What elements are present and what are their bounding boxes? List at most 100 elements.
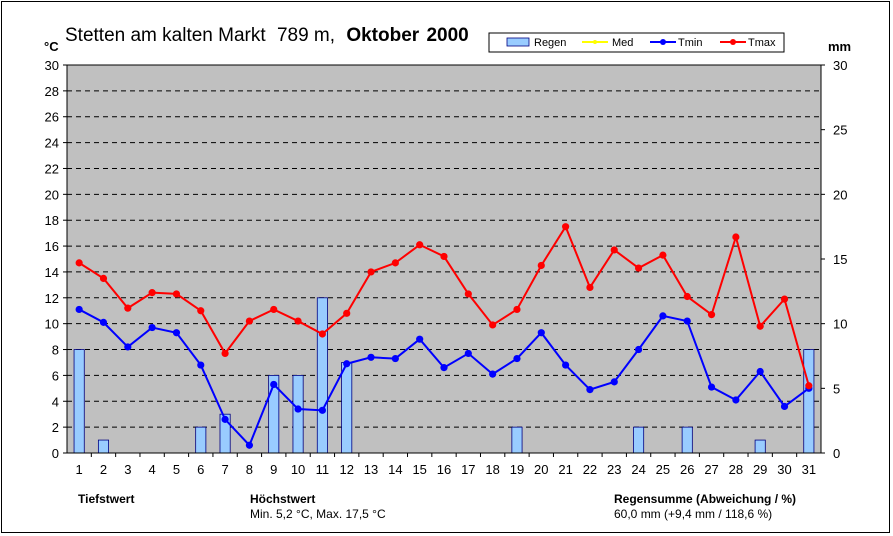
x-tick-label: 11 [316,462,330,477]
y-left-tick-label: 14 [45,265,59,280]
x-tick-label: 17 [461,462,475,477]
tmin-point [610,378,618,386]
tmax-point [245,317,254,325]
y-right-tick-label: 20 [833,187,847,202]
tmax-point [172,290,181,298]
x-tick-label: 19 [510,462,524,477]
y-left-tick-label: 24 [45,136,59,151]
rain-bar [633,426,645,454]
tmin-point [197,361,205,369]
tmin-point [586,386,594,394]
y-left-tick-label: 16 [45,239,59,254]
x-tick-label: 20 [534,462,548,477]
x-tick-label: 30 [777,462,791,477]
y-right-tick-label: 0 [833,446,840,461]
x-tick-label: 3 [124,462,131,477]
tmin-point [172,329,181,337]
tmin-point [780,402,789,411]
rain-bar [341,362,353,454]
title-year: 2000 [426,25,468,46]
tmax-point [732,233,740,241]
tmin-point [124,343,132,351]
tmin-point [343,360,351,368]
legend-box [488,32,785,53]
tmin-point [440,364,448,372]
x-tick-label: 16 [437,462,451,477]
tmax-point [707,311,716,319]
y-left-tick-label: 18 [45,213,59,228]
y-left-tick-label: 0 [52,446,59,461]
tmax-point [270,305,278,314]
tmax-point [318,330,326,338]
tmin-point [756,367,764,376]
legend-med-marker [593,40,597,44]
legend-med-label: Med [612,37,633,49]
tmin-point [99,318,108,326]
x-tick-label: 29 [753,462,767,477]
tmin-point [464,349,472,358]
tmin-point [659,312,667,320]
rain-bar [511,426,523,454]
y-left-tick-label: 30 [45,58,59,73]
rain-bars [73,297,815,454]
tmax-point [197,307,205,315]
x-tick-label: 5 [173,462,180,477]
title-month: Oktober [346,25,419,46]
tmax-point [634,264,643,272]
footer-minmax: Min. 5,2 °C, Max. 17,5 °C [250,507,386,521]
tmax-point [489,321,497,329]
y-right-tick-label: 10 [833,317,847,332]
tmin-point [294,405,302,413]
tmin-point [683,317,691,325]
tmin-point [367,353,375,361]
rain-bar [803,349,815,454]
y-left-tick-label: 12 [45,291,59,306]
x-tick-label: 15 [412,462,426,477]
x-tick-label: 26 [680,462,694,477]
x-tick-label: 4 [149,462,156,477]
title-elevation: 789 m, [277,25,335,46]
y-left-tick-label: 20 [45,187,59,202]
x-tick-label: 1 [76,462,83,477]
x-tick-label: 10 [291,462,305,477]
tmin-point [391,354,399,363]
tmax-point [805,382,813,390]
legend-tmax-marker [730,39,736,45]
tmin-point [416,335,424,343]
tmin-point [148,323,156,332]
tmin-point [489,370,497,378]
footer-regen-value: 60,0 mm (+9,4 mm / 118,6 %) [614,507,772,521]
rain-bar [316,297,328,454]
y-left-tick-label: 6 [52,368,59,383]
tmin-point [318,406,326,414]
y-left-tick-label: 2 [52,420,59,435]
x-tick-label: 22 [583,462,597,477]
tmin-series [75,305,813,449]
x-tick-label: 18 [485,462,499,477]
tmax-point [440,252,448,261]
rain-bar [97,439,109,454]
tmax-point [75,259,83,267]
tmin-point [513,354,521,363]
x-tick-label: 13 [364,462,378,477]
tmax-point [780,295,789,303]
tmax-point [659,251,667,259]
tmax-point [367,268,375,276]
x-tick-label: 27 [704,462,718,477]
tmax-point [756,322,764,330]
tmax-point [562,223,570,231]
tmin-point [270,380,278,389]
tmin-point [537,329,545,337]
x-tick-label: 28 [729,462,743,477]
x-tick-label: 23 [607,462,621,477]
tmax-point [294,317,302,325]
tmin-point [732,396,740,404]
y-left-tick-label: 28 [45,84,59,99]
footer-hoechstwert: Höchstwert [250,492,315,506]
x-tick-label: 31 [802,462,816,477]
rain-bar [681,426,693,454]
tmin-point [634,345,643,354]
y-left-tick-label: 22 [45,161,59,176]
